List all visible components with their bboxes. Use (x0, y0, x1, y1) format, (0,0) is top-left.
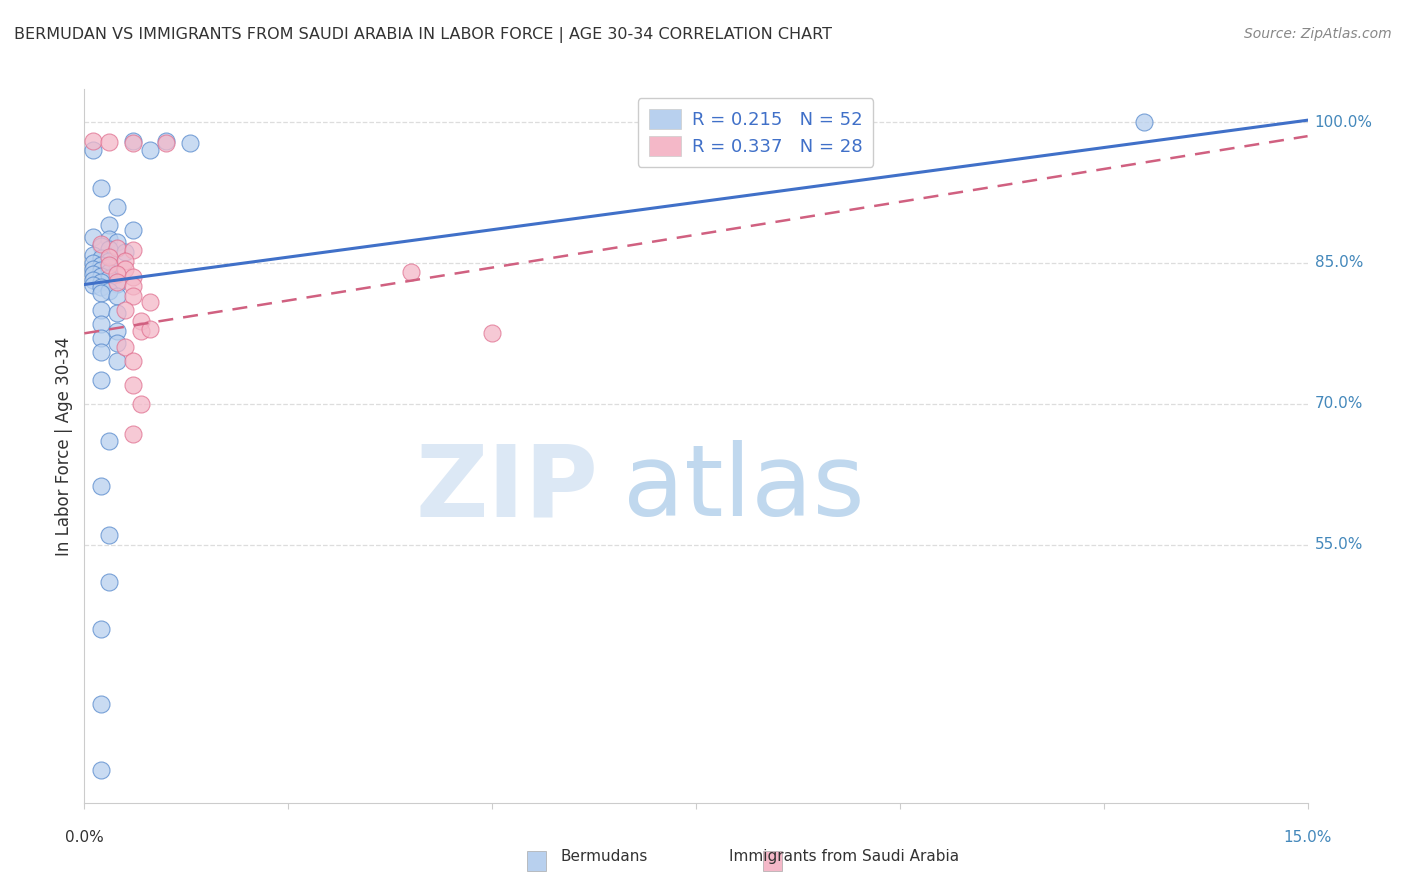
Point (131, 397, 153, 411)
Text: Source: ZipAtlas.com: Source: ZipAtlas.com (1244, 27, 1392, 41)
Point (90, 697, 112, 711)
Point (122, 426, 145, 441)
Point (90, 251, 112, 265)
Point (122, 134, 145, 148)
Point (82, 229, 104, 244)
Point (97, 250, 120, 264)
Point (90, 239, 112, 253)
Point (114, 261, 136, 276)
Point (122, 243, 145, 257)
Y-axis label: In Labor Force | Age 30-34: In Labor Force | Age 30-34 (55, 336, 73, 556)
Point (97, 258, 120, 272)
Point (82, 278, 104, 293)
Point (90, 268, 112, 283)
Point (90, 479, 112, 493)
Point (97, 434, 120, 449)
Point (90, 345, 112, 359)
Point (105, 335, 128, 350)
Text: Immigrants from Saudi Arabia: Immigrants from Saudi Arabia (728, 849, 959, 863)
Point (114, 244, 136, 259)
Point (105, 241, 128, 255)
Point (122, 279, 145, 293)
Point (90, 622, 112, 636)
Point (90, 258, 112, 272)
Point (82, 261, 104, 276)
Point (82, 248, 104, 262)
Point (97, 254, 120, 268)
Point (131, 314, 153, 328)
Point (82, 143, 104, 157)
Point (82, 256, 104, 270)
Point (90, 317, 112, 331)
Point (97, 265, 120, 279)
Text: Bermudans: Bermudans (561, 849, 648, 863)
Point (155, 136, 177, 150)
Point (97, 271, 120, 285)
Point (105, 306, 128, 320)
Text: 0.0%: 0.0% (65, 830, 104, 845)
Text: 55.0%: 55.0% (1315, 537, 1362, 552)
Point (97, 284, 120, 298)
Point (481, 326, 503, 341)
Point (105, 275, 128, 289)
Point (122, 270, 145, 285)
Point (90, 373, 112, 387)
Text: atlas: atlas (623, 441, 865, 537)
Text: ZIP: ZIP (415, 441, 598, 537)
Point (90, 331, 112, 345)
Point (82, 273, 104, 287)
Point (97, 242, 120, 256)
Point (131, 324, 153, 338)
Point (122, 354, 145, 368)
Point (90, 280, 112, 294)
Point (105, 324, 128, 338)
Point (138, 321, 160, 335)
Point (122, 136, 145, 150)
Point (90, 237, 112, 252)
Point (105, 289, 128, 303)
Point (179, 136, 201, 150)
Point (138, 143, 160, 157)
Point (90, 263, 112, 277)
Text: 15.0%: 15.0% (1284, 830, 1331, 845)
Point (122, 289, 145, 303)
Text: BERMUDAN VS IMMIGRANTS FROM SAUDI ARABIA IN LABOR FORCE | AGE 30-34 CORRELATION : BERMUDAN VS IMMIGRANTS FROM SAUDI ARABIA… (14, 27, 832, 43)
Point (122, 223, 145, 237)
Point (105, 354, 128, 368)
Point (97, 260, 120, 274)
Point (97, 528, 120, 542)
Point (114, 340, 136, 354)
Point (82, 267, 104, 281)
Point (122, 378, 145, 392)
Point (105, 235, 128, 250)
Point (105, 200, 128, 214)
Legend: R = 0.215   N = 52, R = 0.337   N = 28: R = 0.215 N = 52, R = 0.337 N = 28 (638, 98, 873, 167)
Point (97, 232, 120, 246)
Point (90, 285, 112, 300)
Point (90, 181, 112, 195)
Text: 100.0%: 100.0% (1315, 114, 1372, 129)
Text: 70.0%: 70.0% (1315, 396, 1362, 411)
Point (90, 302, 112, 317)
Point (1133, 115, 1156, 129)
Point (155, 134, 177, 148)
Point (97, 575, 120, 590)
Point (90, 275, 112, 289)
Point (97, 219, 120, 233)
Text: 85.0%: 85.0% (1315, 255, 1362, 270)
Point (90, 763, 112, 777)
Point (114, 302, 136, 317)
Point (399, 265, 422, 279)
Point (97, 135, 120, 149)
Point (138, 295, 160, 310)
Point (105, 267, 128, 281)
Point (105, 277, 128, 291)
Point (114, 254, 136, 268)
Point (82, 134, 104, 148)
